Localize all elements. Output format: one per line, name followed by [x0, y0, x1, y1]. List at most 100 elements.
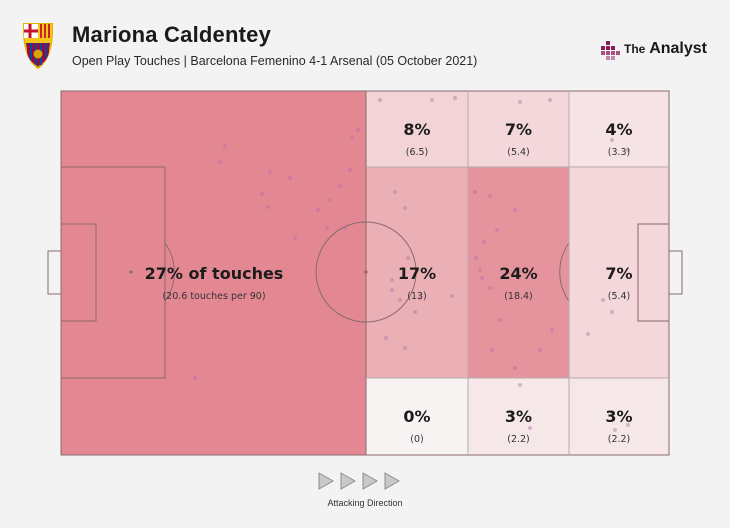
zone-value-r1-top: (6.5) [406, 147, 429, 158]
touch-dot [413, 310, 417, 314]
zone-percent-r3-top: 4% [605, 120, 632, 139]
touch-dot [495, 228, 499, 232]
touch-dot [548, 98, 552, 102]
touch-dots [193, 96, 630, 432]
zone-layer [61, 91, 669, 455]
zone-value-r3-top: (3.3) [608, 147, 631, 158]
zone-value-r2-bot: (2.2) [507, 434, 530, 445]
fc-barcelona-crest-icon [23, 23, 53, 70]
touch-dot [610, 138, 614, 142]
touch-dot [403, 346, 407, 350]
attacking-direction-label: Attacking Direction [327, 498, 403, 508]
right-penalty-arc [559, 242, 570, 302]
touch-dot [498, 318, 502, 322]
touch-dot [218, 160, 222, 164]
page-title: Mariona Caldentey [72, 22, 272, 47]
page-subtitle: Open Play Touches | Barcelona Femenino 4… [72, 54, 478, 68]
zone-r3-bot [569, 378, 669, 455]
touch-dot [613, 428, 617, 432]
touch-dot [378, 98, 382, 102]
zone-percent-r2-bot: 3% [505, 407, 532, 426]
touch-dot [480, 276, 484, 280]
zone-r1-mid [366, 167, 468, 378]
touch-dot [513, 366, 517, 370]
touch-dot [482, 240, 486, 244]
attacking-direction-arrows [318, 472, 418, 490]
touch-dot [418, 296, 422, 300]
touch-dot [338, 184, 342, 188]
analyst-logo-icon [601, 41, 620, 60]
touch-dot [288, 176, 292, 180]
touch-dot [266, 205, 270, 209]
touch-dot [325, 226, 329, 230]
left-goal [47, 250, 62, 295]
direction-arrow-icon [318, 472, 334, 490]
touch-dot [328, 198, 332, 202]
zone-percent-r1-bot: 0% [403, 407, 430, 426]
touch-dot [518, 100, 522, 104]
touch-dot [406, 256, 410, 260]
direction-arrow-icon [384, 472, 400, 490]
header: Mariona Caldentey Open Play Touches | Ba… [0, 0, 730, 80]
zone-labels: 27% of touches (20.6 touches per 90) 8% (6.… [145, 120, 633, 445]
left-penalty-spot [129, 270, 133, 274]
zone-value-r2-top: (5.4) [507, 147, 530, 158]
centre-spot [364, 270, 368, 274]
touch-dot [478, 268, 482, 272]
zone-r1-bot [366, 378, 468, 455]
touch-dot [293, 236, 297, 240]
touch-dot [398, 298, 402, 302]
touch-dot [586, 332, 590, 336]
touch-dot [473, 190, 477, 194]
touch-dot [260, 192, 264, 196]
left-penalty-arc [164, 242, 175, 302]
touch-dot [430, 98, 434, 102]
zone-r2-top [468, 91, 569, 167]
zone-r1-top [366, 91, 468, 167]
touch-dot [356, 128, 360, 132]
touch-dot [390, 288, 394, 292]
touch-dot [268, 170, 272, 174]
touch-dot [601, 298, 605, 302]
zone-value-r3-mid: (5.4) [608, 291, 631, 302]
touch-dot [550, 328, 554, 332]
touch-dot [610, 310, 614, 314]
touch-dot [626, 148, 630, 152]
touch-dot [343, 226, 347, 230]
zone-r3-top [569, 91, 669, 167]
zone-value-r1-bot: (0) [410, 434, 423, 445]
touch-dot [393, 190, 397, 194]
direction-arrow-icon [362, 472, 378, 490]
zone-grid [366, 91, 669, 455]
touch-dot [488, 194, 492, 198]
touch-dot [350, 136, 354, 140]
zone-value-r1-mid: (13) [407, 291, 427, 302]
touch-dot [223, 144, 227, 148]
analyst-brand-name: The Analyst [624, 40, 707, 58]
zone-percent-own-half: 27% of touches [145, 264, 284, 283]
centre-circle [315, 221, 417, 323]
zone-percent-r3-mid: 7% [605, 264, 632, 283]
touch-dot [193, 376, 197, 380]
zone-percent-r2-mid: 24% [499, 264, 537, 283]
touch-dot [384, 336, 388, 340]
touch-dot [390, 278, 394, 282]
zone-percent-r1-mid: 17% [398, 264, 436, 283]
touch-dot [528, 426, 532, 430]
touch-dot [490, 348, 494, 352]
direction-arrow-icon [340, 472, 356, 490]
touch-dot [626, 423, 630, 427]
brand-prefix: The [624, 42, 646, 56]
zone-percent-r1-top: 8% [403, 120, 430, 139]
zone-percent-r2-top: 7% [505, 120, 532, 139]
touch-dot [453, 96, 457, 100]
touch-dot [513, 208, 517, 212]
touch-dot [538, 348, 542, 352]
touch-dot [403, 206, 407, 210]
zone-r2-bot [468, 378, 569, 455]
zone-value-r3-bot: (2.2) [608, 434, 631, 445]
brand-name: Analyst [649, 40, 707, 57]
touch-dot [450, 294, 454, 298]
zone-value-r2-mid: (18.4) [504, 291, 533, 302]
right-goal [668, 250, 683, 295]
